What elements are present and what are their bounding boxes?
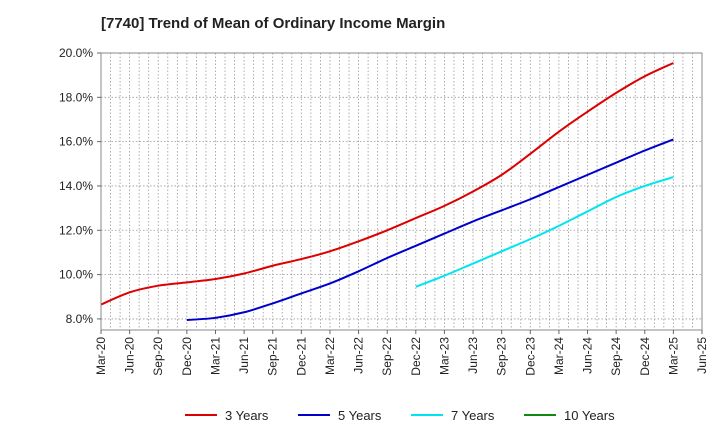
x-tick-label: Mar-22 (323, 337, 337, 375)
x-tick-label: Mar-23 (437, 337, 451, 375)
x-tick-label: Dec-22 (409, 337, 423, 376)
y-tick-label: 8.0% (66, 312, 94, 326)
series-line-7-years (415, 176, 674, 288)
y-axis-ticks: 8.0% 10.0% 12.0% 14.0% 16.0% 18.0% 20.0% (59, 46, 101, 326)
series-line-5-years (186, 138, 674, 322)
legend-label: 7 Years (451, 407, 495, 423)
legend-label: 10 Years (564, 407, 615, 423)
x-tick-label: Jun-24 (581, 337, 595, 374)
series-line-3-years (100, 62, 674, 306)
x-tick-label: Dec-24 (638, 337, 652, 376)
y-tick-label: 14.0% (59, 179, 93, 193)
y-tick-label: 18.0% (59, 90, 93, 104)
x-axis-ticks: Mar-20 Jun-20 Sep-20 Dec-20 Mar-21 Jun-21 Sep-… (94, 330, 709, 376)
legend-label: 3 Years (225, 407, 269, 423)
y-tick-label: 16.0% (59, 135, 93, 149)
x-tick-label: Mar-21 (208, 337, 222, 375)
legend-item: 7 Years (411, 405, 494, 425)
legend-item: 10 Years (524, 405, 615, 425)
y-tick-label: 20.0% (59, 46, 93, 60)
legend: 3 Years 5 Years 7 Years 10 Years (0, 405, 720, 425)
x-tick-label: Jun-22 (352, 337, 366, 374)
x-tick-label: Mar-25 (666, 337, 680, 375)
x-tick-label: Sep-21 (266, 337, 280, 376)
x-tick-label: Mar-20 (94, 337, 108, 375)
legend-swatch (298, 414, 330, 416)
legend-item: 5 Years (298, 405, 381, 425)
x-tick-label: Sep-23 (495, 337, 509, 376)
chart-title: [7740] Trend of Mean of Ordinary Income … (101, 15, 446, 32)
x-tick-label: Jun-21 (237, 337, 251, 374)
x-tick-label: Sep-20 (151, 337, 165, 376)
series-lines (100, 62, 674, 322)
legend-swatch (411, 414, 443, 416)
legend-item: 3 Years (185, 405, 268, 425)
x-tick-label: Jun-20 (123, 337, 137, 374)
legend-swatch (524, 414, 556, 416)
x-tick-label: Sep-24 (609, 337, 623, 376)
x-tick-label: Dec-21 (294, 337, 308, 376)
x-tick-label: Jun-25 (695, 337, 709, 374)
legend-label: 5 Years (338, 407, 382, 423)
y-tick-label: 12.0% (59, 223, 93, 237)
x-tick-label: Sep-22 (380, 337, 394, 376)
x-tick-label: Mar-24 (552, 337, 566, 375)
x-tick-label: Dec-23 (523, 337, 537, 376)
y-tick-label: 10.0% (59, 268, 93, 282)
legend-swatch (185, 414, 217, 416)
x-tick-label: Jun-23 (466, 337, 480, 374)
x-tick-label: Dec-20 (180, 337, 194, 376)
plot-area (100, 52, 703, 331)
